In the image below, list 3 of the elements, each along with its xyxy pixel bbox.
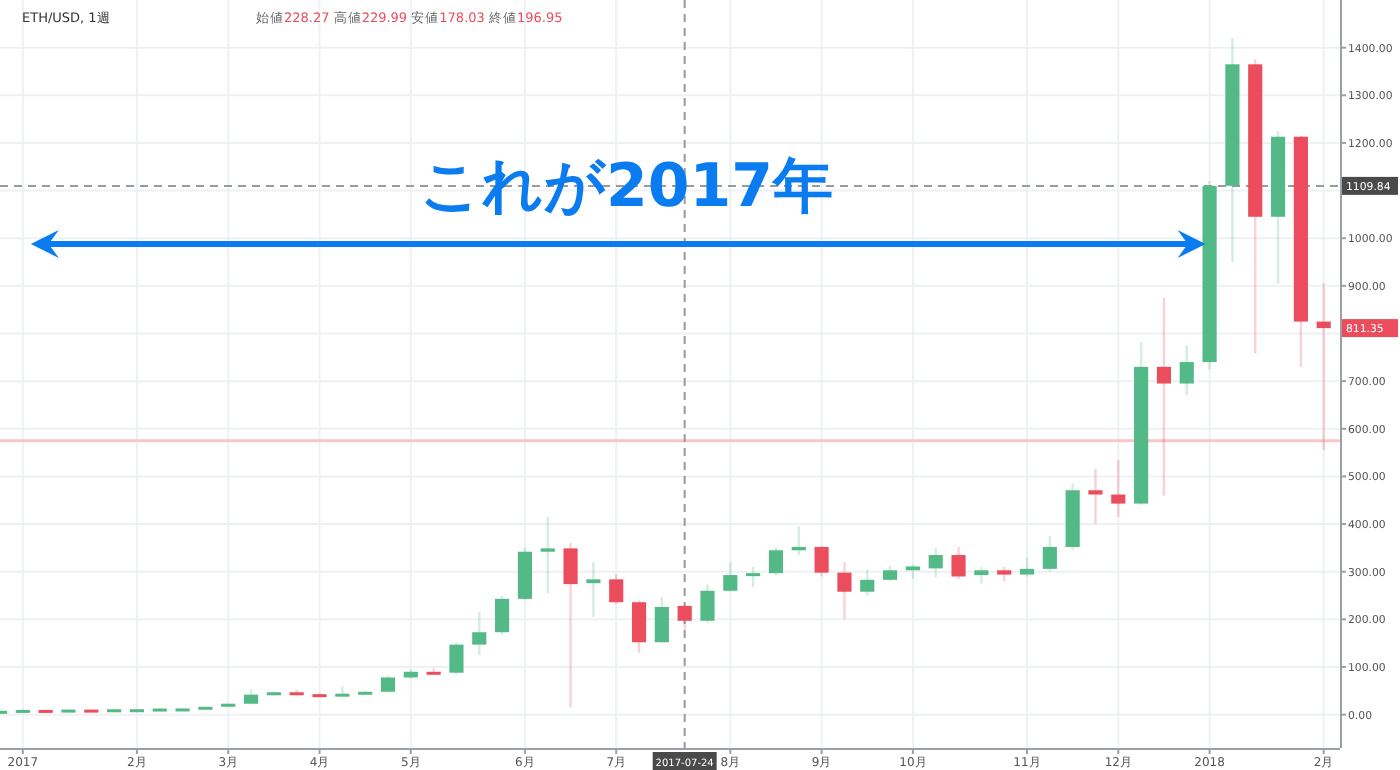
candlestick — [335, 684, 350, 698]
candlestick — [974, 565, 989, 585]
annotation: これが2017年 — [420, 152, 833, 222]
